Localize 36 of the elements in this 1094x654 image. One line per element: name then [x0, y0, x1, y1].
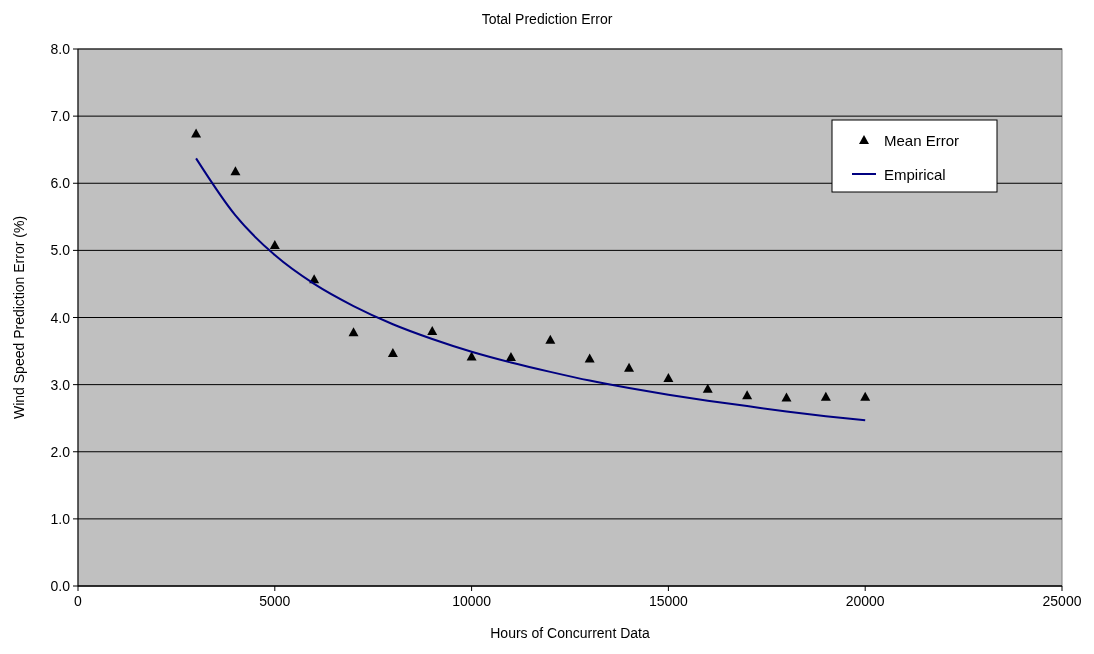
y-tick-label: 0.0	[50, 578, 71, 594]
point	[348, 327, 359, 337]
point	[230, 166, 241, 176]
x-tick-label: 0	[74, 593, 83, 609]
x-tick-label: 10000	[452, 593, 492, 609]
chart-title: Total Prediction Error	[481, 11, 613, 27]
point	[781, 392, 792, 402]
point	[860, 391, 871, 401]
point	[387, 348, 398, 358]
point	[742, 390, 753, 400]
y-axis-title: Wind Speed Prediction Error (%)	[11, 215, 27, 420]
y-tick-label: 3.0	[50, 376, 71, 393]
y-tick-label: 8.0	[50, 41, 71, 57]
x-axis-title: Hours of Concurrent Data	[490, 625, 650, 641]
legend-label: Empirical	[884, 165, 946, 183]
line-series	[195, 157, 867, 422]
point	[269, 240, 280, 250]
point	[191, 128, 202, 138]
point	[545, 334, 556, 344]
x-tick-label: 5000	[259, 593, 291, 609]
point	[820, 391, 831, 401]
point	[505, 352, 516, 362]
legend-label: Mean Error	[884, 131, 960, 149]
y-tick-label: 4.0	[50, 309, 71, 326]
x-tick-label: 20000	[845, 593, 885, 609]
x-tick-label: 15000	[648, 593, 689, 609]
y-tick-label: 6.0	[50, 175, 71, 192]
point	[702, 383, 713, 393]
point	[624, 362, 635, 372]
y-tick-label: 2.0	[50, 443, 71, 460]
point	[663, 372, 674, 382]
y-tick-label: 7.0	[50, 108, 71, 125]
x-tick-label: 25000	[1042, 593, 1082, 609]
point	[427, 325, 438, 335]
y-tick-label: 5.0	[50, 242, 71, 259]
y-tick-label: 1.0	[50, 510, 71, 527]
